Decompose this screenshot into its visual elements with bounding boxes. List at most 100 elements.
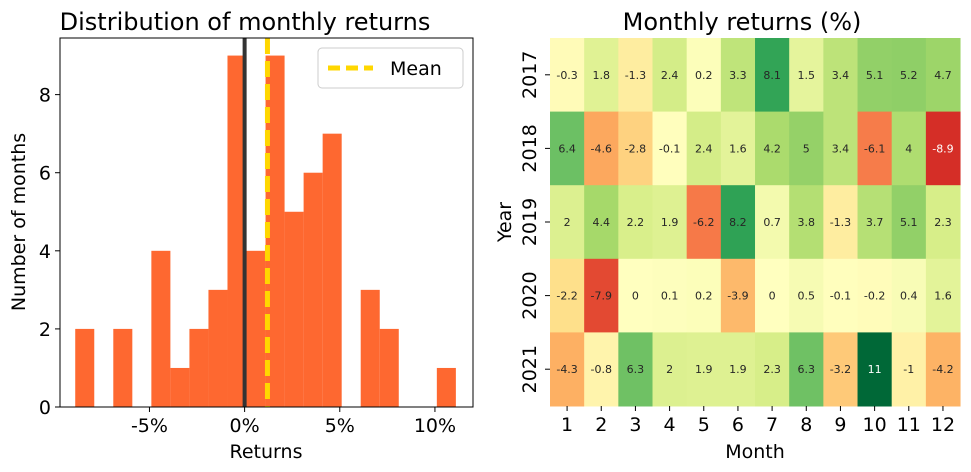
heatmap-x-tick-label: 9 <box>834 414 846 436</box>
heatmap-cell <box>823 332 859 407</box>
heatmap-cell <box>925 332 961 407</box>
heatmap-x-label: Month <box>725 441 785 463</box>
heatmap-y-label: Year <box>494 202 516 243</box>
histogram-title: Distribution of monthly returns <box>60 8 431 36</box>
heatmap-cell <box>857 185 893 260</box>
heatmap-cell <box>755 38 790 113</box>
heatmap-cell-label: -0.8 <box>591 363 612 376</box>
heatmap-cell-label: 1.9 <box>729 363 747 376</box>
heatmap-cell <box>720 185 756 260</box>
histogram-bar <box>284 211 304 407</box>
histogram-bar <box>75 328 95 407</box>
heatmap-y-tick-label: 2020 <box>519 271 541 319</box>
heatmap-cell <box>550 38 585 113</box>
heatmap-y-tick-label: 2021 <box>519 345 541 393</box>
heatmap-cell-label: 3.4 <box>832 69 850 82</box>
heatmap-title: Monthly returns (%) <box>623 8 862 36</box>
heatmap-cell <box>652 185 688 260</box>
histogram-bar <box>360 289 380 407</box>
heatmap-cell <box>652 258 688 333</box>
histogram-y-label: Number of months <box>8 133 30 311</box>
heatmap-cell <box>925 258 961 333</box>
heatmap-cell <box>652 332 688 407</box>
heatmap-cell <box>686 332 722 407</box>
heatmap-cell <box>789 332 824 407</box>
heatmap-cell-label: -1.3 <box>830 216 851 229</box>
heatmap-cell <box>618 185 654 260</box>
heatmap-x-tick-label: 6 <box>732 414 744 436</box>
heatmap-x-tick-label: 5 <box>698 414 710 436</box>
heatmap-cell <box>755 332 790 407</box>
heatmap-x-tick-label: 1 <box>561 414 573 436</box>
histogram-y-tick-label: 0 <box>39 397 51 419</box>
histogram-bar <box>189 328 209 407</box>
heatmap-cell-label: 1.9 <box>661 216 679 229</box>
heatmap-x-tick-label: 4 <box>664 414 676 436</box>
heatmap-cell-label: 11 <box>868 363 882 376</box>
histogram-bar <box>227 55 247 407</box>
heatmap-cell <box>789 38 824 113</box>
heatmap-cell-label: 5 <box>803 142 810 155</box>
heatmap-cell <box>686 258 722 333</box>
heatmap-cell-label: 0 <box>769 290 776 303</box>
heatmap-cell <box>584 258 619 333</box>
histogram-bar <box>151 250 171 407</box>
heatmap-cell <box>550 258 585 333</box>
heatmap-cell-label: 5.2 <box>900 69 918 82</box>
histogram-x-ticks: -5% 0% 5% 10% <box>131 407 456 437</box>
heatmap-cell-label: 1.9 <box>695 363 713 376</box>
heatmap-cell-label: 8.2 <box>729 216 747 229</box>
heatmap-cell-label: 4.2 <box>763 142 781 155</box>
histogram-bar <box>246 250 266 407</box>
heatmap-cell <box>686 111 722 186</box>
heatmap-cell-label: 2 <box>666 363 673 376</box>
histogram-bar <box>208 289 228 407</box>
heatmap-cell-label: 3.4 <box>832 142 850 155</box>
heatmap-cell <box>584 332 619 407</box>
heatmap-cell <box>720 258 756 333</box>
heatmap-y-tick-label: 2019 <box>519 198 541 246</box>
heatmap-cell <box>857 111 893 186</box>
histogram-x-tick-label: 10% <box>414 415 456 437</box>
heatmap-cell <box>891 38 927 113</box>
heatmap-cell-label: -8.9 <box>932 142 953 155</box>
heatmap-cell-label: 2.3 <box>934 216 952 229</box>
heatmap-cell-label: 5.1 <box>866 69 884 82</box>
heatmap-cell-label: -0.3 <box>556 69 577 82</box>
heatmap-cell <box>755 111 790 186</box>
heatmap-cell <box>789 185 824 260</box>
heatmap-cell-label: -3.2 <box>830 363 851 376</box>
heatmap-cell <box>857 332 893 407</box>
histogram-y-tick-label: 8 <box>39 85 51 107</box>
histogram-bar <box>379 328 399 407</box>
heatmap-x-tick-label: 3 <box>629 414 641 436</box>
heatmap-cell-label: -1.3 <box>625 69 646 82</box>
histogram-x-tick-label: 5% <box>325 415 355 437</box>
heatmap-cell <box>891 258 927 333</box>
heatmap-cell <box>550 185 585 260</box>
heatmap-cell <box>618 258 654 333</box>
heatmap-cell-label: 2 <box>564 216 571 229</box>
heatmap-cell-label: 1.5 <box>798 69 816 82</box>
heatmap-cell <box>720 38 756 113</box>
heatmap-x-tick-label: 11 <box>897 414 921 436</box>
heatmap-cell-label: 1.8 <box>593 69 611 82</box>
heatmap-chart: Monthly returns (%) -0.3 1.8 -1.3 2.4 0.2 3.3… <box>494 8 961 463</box>
histogram-bar <box>113 328 133 407</box>
histogram-x-tick-label: 0% <box>230 415 260 437</box>
heatmap-cell <box>823 185 859 260</box>
heatmap-cell-label: 0 <box>632 290 639 303</box>
heatmap-cell <box>618 111 654 186</box>
heatmap-cell <box>891 332 927 407</box>
heatmap-cell-label: 0.1 <box>661 290 679 303</box>
heatmap-cell <box>686 38 722 113</box>
heatmap-cell-label: -7.9 <box>591 290 612 303</box>
heatmap-cell-label: 3.7 <box>866 216 884 229</box>
heatmap-x-tick-label: 12 <box>931 414 955 436</box>
heatmap-cell-label: 8.1 <box>763 69 781 82</box>
heatmap-cell-label: -4.3 <box>556 363 577 376</box>
heatmap-cell <box>823 38 859 113</box>
heatmap-cell <box>720 332 756 407</box>
heatmap-cell-label: 6.4 <box>558 142 576 155</box>
heatmap-x-tick-label: 10 <box>863 414 887 436</box>
